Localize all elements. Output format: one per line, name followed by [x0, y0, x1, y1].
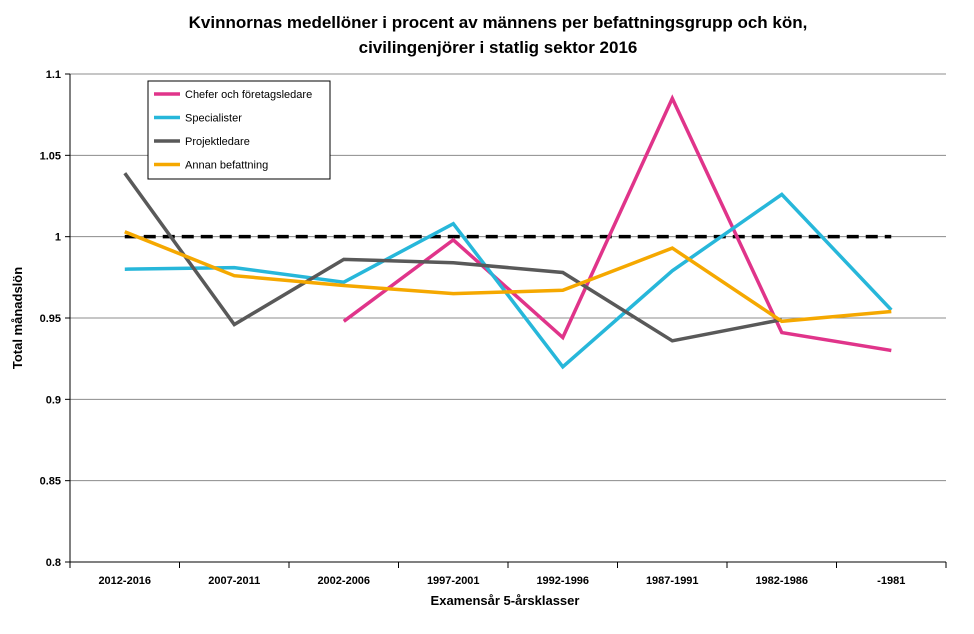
- x-axis-label: Examensår 5-årsklasser: [431, 593, 580, 608]
- series-line-3: [123, 172, 783, 343]
- axes: [65, 73, 947, 568]
- series-line-1: [342, 94, 892, 353]
- x-tick-label: 1982-1986: [755, 575, 808, 587]
- legend: Chefer och företagsledare Specialister Pro…: [147, 80, 331, 180]
- chart-title: Kvinnornas medellöner i procent av männe…: [189, 13, 808, 32]
- legend-label: Chefer och företagsledare: [185, 89, 312, 101]
- y-tick-label: 1: [55, 232, 61, 244]
- series-lines: [123, 94, 893, 370]
- legend-label: Specialister: [185, 113, 242, 125]
- x-tick-label: 1992-1996: [536, 575, 589, 587]
- x-tick-label: 2002-2006: [317, 575, 370, 587]
- y-tick-label: 1.05: [40, 150, 61, 162]
- tick-labels: 0.8 0.85 0.9 0.95 1 1.05 1.1 2012-2016 2007-2011…: [40, 69, 906, 587]
- y-tick-label: 0.95: [40, 313, 61, 325]
- x-tick-label: 1997-2001: [427, 575, 480, 587]
- x-tick-label: 1987-1991: [646, 575, 699, 587]
- legend-box: [147, 80, 331, 180]
- series-line-4: [124, 230, 892, 324]
- chart-subtitle: civilingenjörer i statlig sektor 2016: [359, 38, 638, 57]
- x-tick-label: -1981: [877, 575, 905, 587]
- x-tick-label: 2012-2016: [98, 575, 151, 587]
- x-tick-label: 2007-2011: [208, 575, 260, 587]
- legend-label: Projektledare: [185, 136, 250, 148]
- y-axis-label: Total månadslön: [10, 267, 25, 369]
- legend-label: Annan befattning: [185, 160, 268, 172]
- y-tick-label: 0.85: [40, 476, 61, 488]
- y-tick-label: 0.8: [46, 557, 61, 569]
- series-line-2: [124, 192, 893, 370]
- y-tick-label: 1.1: [46, 69, 61, 81]
- y-tick-label: 0.9: [46, 394, 61, 406]
